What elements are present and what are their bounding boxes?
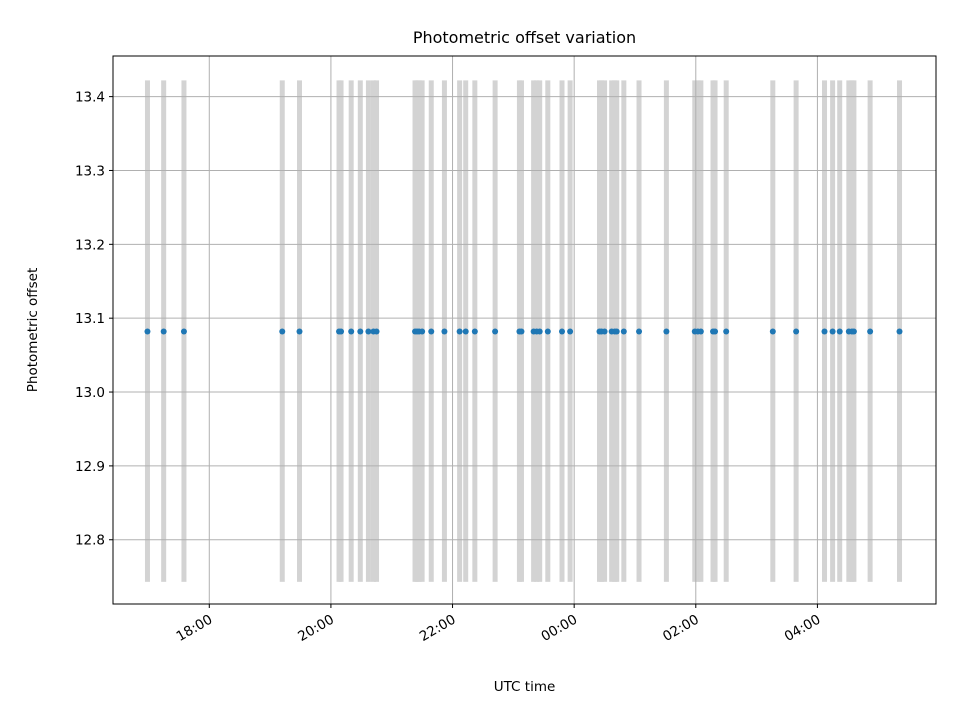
points-layer xyxy=(144,328,903,335)
data-point xyxy=(559,328,566,335)
data-point xyxy=(620,328,627,335)
y-tick-label: 13.3 xyxy=(75,163,105,179)
data-point xyxy=(160,328,167,335)
ticks-layer: 12.8 12.9 13.0 13.1 13.2 13.3 13.4 18:00 20:00 22… xyxy=(75,90,823,645)
data-point xyxy=(471,328,478,335)
data-point xyxy=(601,328,608,335)
x-tick-label: 18:00 xyxy=(174,612,216,645)
plot-frame xyxy=(112,55,937,605)
data-point xyxy=(829,328,836,335)
data-point xyxy=(338,328,345,335)
data-point xyxy=(613,328,620,335)
data-point xyxy=(697,328,704,335)
x-tick-label: 04:00 xyxy=(782,612,824,645)
data-point xyxy=(456,328,463,335)
data-point xyxy=(712,328,719,335)
data-point xyxy=(536,328,543,335)
y-tick-label: 13.1 xyxy=(75,311,105,327)
data-point xyxy=(373,328,380,335)
x-tick-label: 02:00 xyxy=(660,612,702,645)
y-tick-label: 13.4 xyxy=(75,90,105,106)
data-point xyxy=(441,328,448,335)
data-point xyxy=(544,328,551,335)
data-point xyxy=(867,328,874,335)
data-point xyxy=(348,328,355,335)
chart-title: Photometric offset variation xyxy=(413,28,636,47)
data-point xyxy=(296,328,303,335)
data-point xyxy=(836,328,843,335)
data-point xyxy=(462,328,469,335)
y-axis-label: Photometric offset xyxy=(25,268,41,392)
x-axis-label: UTC time xyxy=(494,679,556,695)
data-point xyxy=(144,328,151,335)
data-point xyxy=(821,328,828,335)
data-point xyxy=(180,328,187,335)
y-tick-label: 13.2 xyxy=(75,237,105,253)
data-point xyxy=(636,328,643,335)
data-point xyxy=(279,328,286,335)
x-tick-label: 22:00 xyxy=(417,612,459,645)
data-point xyxy=(428,328,435,335)
data-point xyxy=(896,328,903,335)
data-point xyxy=(419,328,426,335)
grid-layer xyxy=(113,56,936,604)
data-point xyxy=(769,328,776,335)
data-point xyxy=(357,328,364,335)
x-tick-label: 20:00 xyxy=(295,612,337,645)
x-tick-label: 00:00 xyxy=(538,612,580,645)
y-tick-label: 12.9 xyxy=(75,459,105,475)
data-point xyxy=(850,328,857,335)
y-tick-label: 13.0 xyxy=(75,385,105,401)
data-point xyxy=(518,328,525,335)
data-point xyxy=(663,328,670,335)
y-tick-label: 12.8 xyxy=(75,533,105,549)
data-point xyxy=(492,328,499,335)
data-point xyxy=(723,328,730,335)
data-point xyxy=(365,328,372,335)
plot-background xyxy=(113,56,936,604)
data-point xyxy=(567,328,574,335)
data-point xyxy=(793,328,800,335)
